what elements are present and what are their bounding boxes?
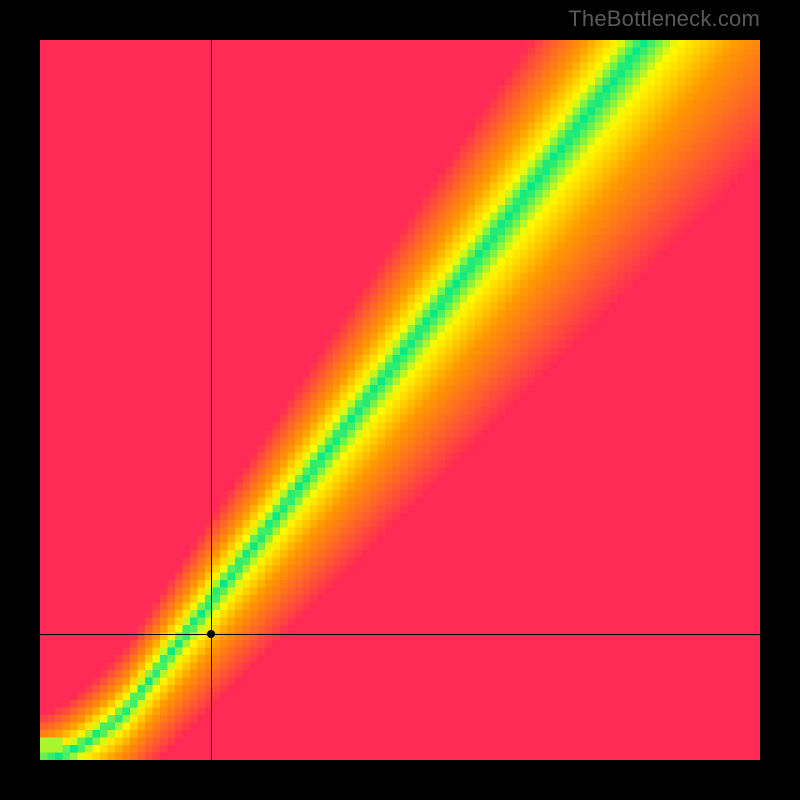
plot-area bbox=[40, 40, 760, 760]
watermark-text: TheBottleneck.com bbox=[568, 6, 760, 32]
bottleneck-heatmap bbox=[40, 40, 760, 760]
chart-container: TheBottleneck.com bbox=[0, 0, 800, 800]
